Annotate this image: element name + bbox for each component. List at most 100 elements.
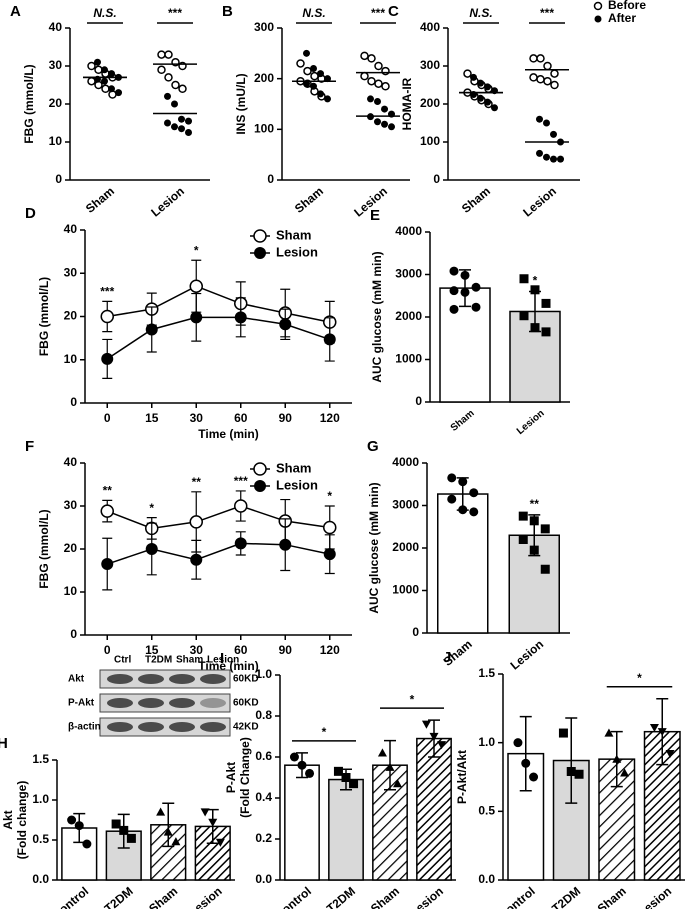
point [189, 279, 203, 293]
significance: *** [371, 6, 385, 20]
y-tick-label: 1.0 [478, 735, 495, 749]
point [543, 119, 550, 127]
y-tick-label: 0.5 [32, 832, 49, 846]
x-tick-label: 90 [279, 411, 293, 425]
y-tick-label: 0.5 [478, 804, 495, 818]
point [67, 815, 77, 825]
point [145, 323, 158, 336]
x-tick-label: Sham [83, 184, 117, 216]
point [530, 285, 540, 295]
blot-size-label: 60KD [233, 698, 259, 709]
y-axis-label: FBG (mmol/L) [37, 509, 51, 588]
line [106, 316, 330, 360]
point [374, 118, 381, 126]
x-tick-label: Lesion [148, 184, 187, 220]
y-axis-label: P-Akt [224, 762, 238, 793]
x-tick-label: T2DM [324, 884, 358, 909]
x-axis-label: Time (min) [198, 427, 258, 441]
point [100, 504, 114, 518]
point [171, 80, 180, 90]
point [529, 54, 538, 63]
significance: * [149, 501, 154, 515]
x-tick-label: Lesion [508, 637, 547, 673]
y-tick-label: 40 [49, 20, 63, 34]
x-tick-label: 90 [279, 643, 293, 657]
blot-strip [99, 669, 231, 689]
y-axis-label: AUC glucose (mM min) [370, 251, 384, 382]
y-tick-label: 40 [64, 455, 78, 469]
point [164, 92, 171, 100]
y-tick-label: 1.0 [255, 667, 272, 681]
y-tick-label: 0 [433, 172, 440, 186]
significance: *** [100, 285, 114, 299]
y-tick-label: 0.2 [255, 831, 272, 845]
point [649, 723, 659, 733]
y-axis-label: INS (mU/L) [234, 73, 248, 134]
blot-band [169, 698, 195, 708]
point [234, 499, 248, 513]
significance: * [194, 243, 199, 257]
point [119, 825, 129, 835]
point [101, 352, 114, 365]
point [101, 558, 114, 571]
point [374, 97, 381, 105]
blot-band [107, 698, 133, 708]
point [341, 773, 351, 782]
point [333, 766, 343, 776]
point [536, 54, 545, 63]
panel-label: I [220, 650, 224, 667]
point [604, 728, 614, 737]
point [87, 76, 96, 86]
legend-label: Before [608, 0, 646, 12]
point [289, 752, 299, 762]
bar [328, 778, 364, 881]
panel-label: H [0, 735, 8, 752]
error-bar [162, 802, 175, 848]
point [163, 827, 173, 836]
point [164, 119, 171, 127]
point [171, 123, 178, 131]
point [303, 49, 310, 57]
y-axis-label: Akt [1, 810, 15, 829]
point [178, 115, 185, 123]
blot-band [169, 722, 195, 732]
point [469, 507, 479, 517]
point [470, 73, 477, 81]
x-tick-label: Lesion [636, 884, 675, 909]
point [200, 808, 210, 817]
legend-marker [254, 480, 266, 492]
legend-marker [253, 229, 267, 243]
panel-label: A [10, 3, 21, 20]
blot-strip [99, 693, 231, 713]
point [557, 155, 564, 163]
panel-label: C [388, 3, 399, 20]
line [107, 542, 330, 565]
blot-band [138, 722, 164, 732]
y-axis-label: (Fold change) [15, 781, 29, 860]
y-tick-label: 0.8 [255, 708, 272, 722]
significance: * [322, 725, 327, 739]
legend-label: Sham [276, 227, 311, 242]
significance: * [327, 489, 332, 503]
legend-label: After [608, 11, 636, 25]
point [374, 79, 383, 88]
y-tick-label: 200 [420, 96, 440, 110]
point [234, 311, 247, 324]
panel-label: B [222, 3, 233, 20]
point [429, 732, 439, 741]
y-tick-label: 10 [64, 352, 78, 366]
y-tick-label: 2000 [395, 309, 422, 323]
x-tick-label: 60 [234, 643, 248, 657]
legend-label: Sham [276, 460, 311, 475]
point [529, 545, 539, 555]
point [381, 66, 390, 76]
significance: ** [192, 475, 202, 489]
point [115, 89, 122, 97]
y-tick-label: 300 [420, 58, 440, 72]
y-tick-label: 20 [64, 541, 78, 555]
y-axis-label: (Fold Change) [238, 737, 252, 818]
x-tick-label: Lesion [186, 884, 225, 909]
point [543, 76, 552, 86]
point [529, 516, 539, 526]
legend-label: Lesion [276, 244, 318, 259]
